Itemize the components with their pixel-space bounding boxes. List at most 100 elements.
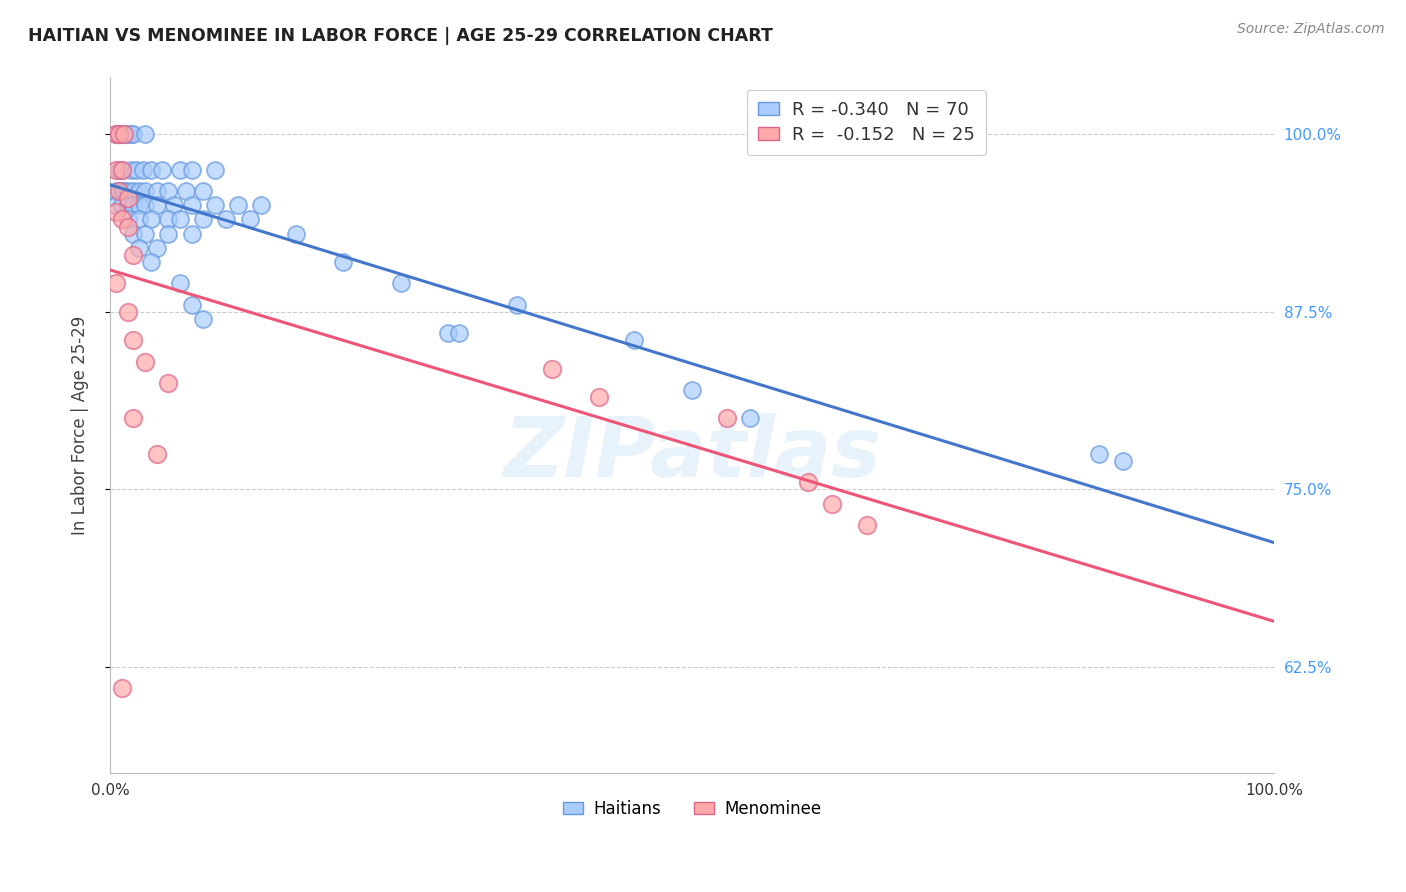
Point	[1088, 447, 1111, 461]
Point	[134, 198, 156, 212]
Point	[108, 128, 131, 142]
Point	[111, 212, 134, 227]
Text: Source: ZipAtlas.com: Source: ZipAtlas.com	[1237, 22, 1385, 37]
Point	[111, 162, 134, 177]
Point	[122, 333, 145, 347]
Point	[117, 198, 139, 212]
Point	[250, 198, 273, 212]
Point	[125, 162, 148, 177]
Point	[152, 162, 174, 177]
Point	[128, 198, 150, 212]
Point	[111, 198, 134, 212]
Point	[157, 212, 180, 227]
Point	[740, 411, 762, 425]
Point	[117, 219, 139, 234]
Point	[108, 128, 131, 142]
Point	[239, 212, 262, 227]
Point	[128, 241, 150, 255]
Point	[111, 681, 134, 696]
Point	[169, 277, 191, 291]
Point	[117, 184, 139, 198]
Point	[157, 376, 180, 390]
Point	[449, 326, 471, 340]
Point	[180, 298, 202, 312]
Point	[821, 497, 844, 511]
Point	[117, 191, 139, 205]
Point	[112, 184, 135, 198]
Point	[122, 198, 145, 212]
Point	[139, 212, 162, 227]
Point	[111, 162, 134, 177]
Point	[193, 212, 215, 227]
Point	[588, 390, 610, 404]
Point	[117, 128, 139, 142]
Point	[111, 184, 134, 198]
Point	[128, 212, 150, 227]
Point	[180, 162, 202, 177]
Point	[1112, 454, 1135, 468]
Point	[120, 162, 142, 177]
Legend: Haitians, Menominee: Haitians, Menominee	[557, 793, 828, 824]
Point	[104, 277, 127, 291]
Point	[104, 128, 127, 142]
Point	[104, 128, 127, 142]
Point	[681, 383, 703, 397]
Point	[134, 184, 156, 198]
Point	[204, 198, 226, 212]
Point	[104, 162, 127, 177]
Point	[122, 227, 145, 241]
Point	[226, 198, 249, 212]
Point	[139, 255, 162, 269]
Point	[855, 517, 877, 532]
Point	[111, 128, 134, 142]
Y-axis label: In Labor Force | Age 25-29: In Labor Force | Age 25-29	[72, 316, 89, 535]
Point	[389, 277, 412, 291]
Point	[193, 184, 215, 198]
Point	[128, 184, 150, 198]
Point	[104, 184, 127, 198]
Point	[134, 227, 156, 241]
Point	[145, 241, 167, 255]
Point	[120, 128, 142, 142]
Point	[134, 128, 156, 142]
Point	[436, 326, 458, 340]
Point	[163, 198, 186, 212]
Point	[112, 128, 135, 142]
Point	[104, 198, 127, 212]
Point	[506, 298, 529, 312]
Point	[797, 475, 820, 490]
Point	[122, 248, 145, 262]
Point	[157, 184, 180, 198]
Point	[215, 212, 238, 227]
Point	[285, 227, 308, 241]
Point	[180, 227, 202, 241]
Point	[122, 184, 145, 198]
Point	[157, 227, 180, 241]
Point	[332, 255, 354, 269]
Point	[193, 312, 215, 326]
Point	[204, 162, 226, 177]
Point	[112, 128, 135, 142]
Point	[169, 212, 191, 227]
Point	[145, 447, 167, 461]
Point	[108, 184, 131, 198]
Point	[117, 305, 139, 319]
Point	[716, 411, 738, 425]
Point	[122, 128, 145, 142]
Text: ZIPatlas: ZIPatlas	[503, 413, 882, 494]
Point	[145, 184, 167, 198]
Point	[180, 198, 202, 212]
Point	[134, 354, 156, 368]
Point	[541, 361, 564, 376]
Point	[145, 198, 167, 212]
Point	[139, 162, 162, 177]
Point	[104, 205, 127, 219]
Point	[131, 162, 153, 177]
Text: HAITIAN VS MENOMINEE IN LABOR FORCE | AGE 25-29 CORRELATION CHART: HAITIAN VS MENOMINEE IN LABOR FORCE | AG…	[28, 27, 773, 45]
Point	[108, 162, 131, 177]
Point	[122, 411, 145, 425]
Point	[174, 184, 197, 198]
Point	[117, 212, 139, 227]
Point	[169, 162, 191, 177]
Point	[623, 333, 645, 347]
